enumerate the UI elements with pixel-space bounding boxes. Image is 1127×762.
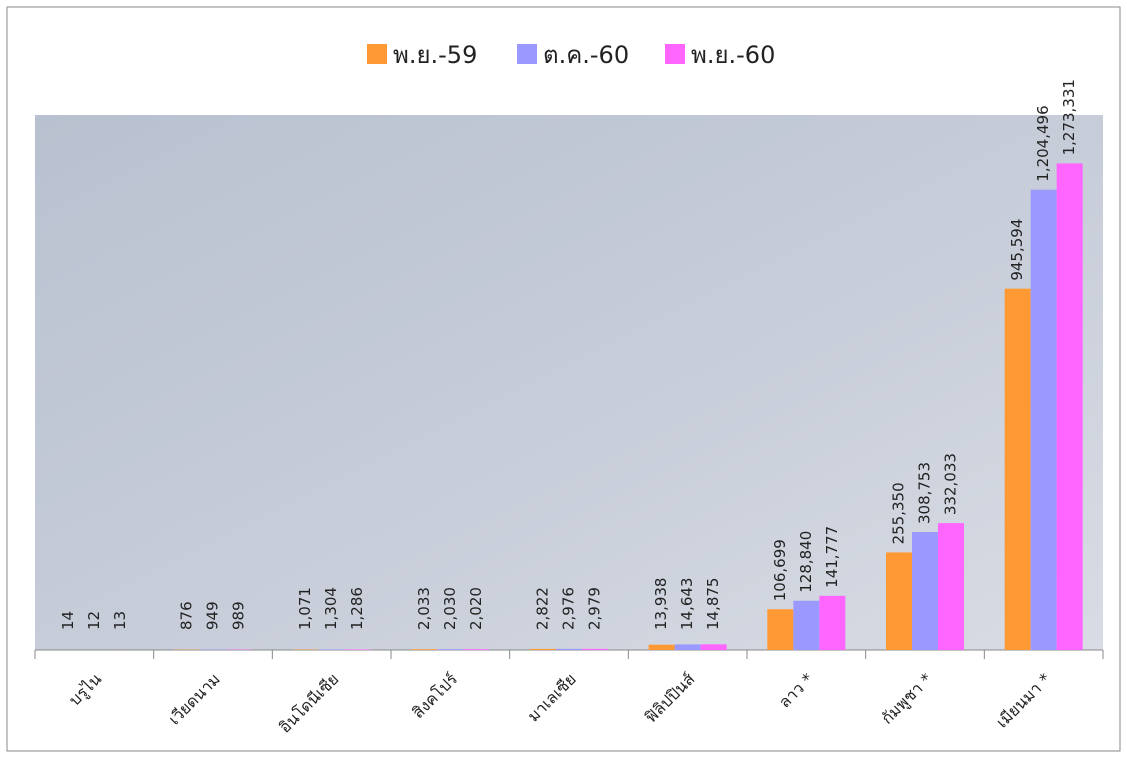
bar [819,596,845,650]
value-label: 12 [85,611,103,630]
value-label: 2,822 [534,587,552,630]
value-label: 2,020 [467,587,485,630]
bar [912,532,938,650]
bar [886,552,912,650]
bar [938,523,964,650]
value-label: 1,304 [322,587,340,630]
value-label: 949 [204,601,222,630]
bar [1057,163,1083,650]
value-label: 1,286 [348,587,366,630]
bar [437,649,463,650]
bar [556,649,582,650]
legend-swatch [367,44,387,64]
value-label: 876 [178,601,196,630]
bar [582,649,608,650]
bar [463,649,489,650]
value-label: 255,350 [890,482,908,544]
bar [411,649,437,650]
bar [675,644,701,650]
legend-swatch [517,44,537,64]
bar [701,644,727,650]
value-label: 14,875 [704,578,722,631]
value-label: 1,071 [296,587,314,630]
value-label: 2,033 [415,587,433,630]
value-label: 2,979 [586,587,604,630]
value-label: 13,938 [652,578,670,631]
value-label: 2,976 [560,587,578,630]
bar [1031,190,1057,650]
value-label: 128,840 [797,531,815,593]
value-label: 14,643 [678,578,696,631]
bar [649,645,675,650]
value-label: 1,273,331 [1060,79,1078,155]
value-label: 1,204,496 [1034,105,1052,181]
value-label: 141,777 [823,526,841,588]
value-label: 989 [230,601,248,630]
bar [530,649,556,650]
value-label: 332,033 [942,453,960,515]
legend: พ.ย.-59 ต.ค.-60 พ.ย.-60 [367,41,775,69]
bar [1005,289,1031,650]
legend-label: พ.ย.-60 [691,41,775,69]
value-label: 945,594 [1008,219,1026,281]
value-label: 14 [59,611,77,630]
value-label: 308,753 [916,462,934,524]
legend-swatch [665,44,685,64]
legend-label: พ.ย.-59 [393,41,477,69]
bar [793,601,819,650]
value-label: 2,030 [441,587,459,630]
value-label: 13 [111,611,129,630]
legend-label: ต.ค.-60 [543,41,629,69]
value-label: 106,699 [771,539,789,601]
bar [767,609,793,650]
